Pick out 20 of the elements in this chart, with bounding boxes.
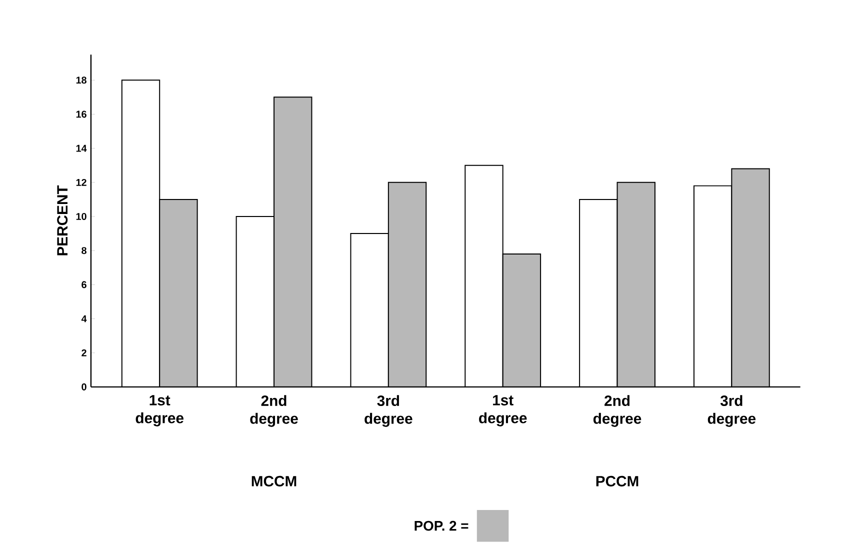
y-tick-label: 18 — [76, 76, 86, 84]
y-axis-title: PERCENT — [57, 186, 68, 256]
legend-label: POP. 2 = — [414, 521, 468, 531]
y-tick-label: 16 — [76, 110, 86, 118]
x-tick-label: 2nd degree — [593, 395, 642, 428]
y-tick-label: 0 — [82, 384, 86, 391]
y-tick-label: 8 — [82, 247, 86, 254]
x-tick-label: 3rd degree — [364, 395, 412, 428]
x-tick-label: 3rd degree — [708, 395, 756, 428]
x-tick-label: 1st degree — [136, 395, 184, 426]
text: MCCM — [252, 476, 296, 487]
y-tick-label: 14 — [76, 145, 87, 152]
x-tick-label: 2nd degree — [250, 395, 298, 428]
y-tick-label: 10 — [76, 213, 86, 220]
text: PCCM — [596, 476, 638, 487]
y-tick-label: 2 — [82, 350, 86, 356]
y-tick-label: 12 — [76, 179, 86, 186]
y-tick-label: 6 — [82, 281, 86, 288]
x-tick-label: 1st degree — [479, 395, 527, 426]
y-tick-label: 4 — [81, 315, 87, 322]
